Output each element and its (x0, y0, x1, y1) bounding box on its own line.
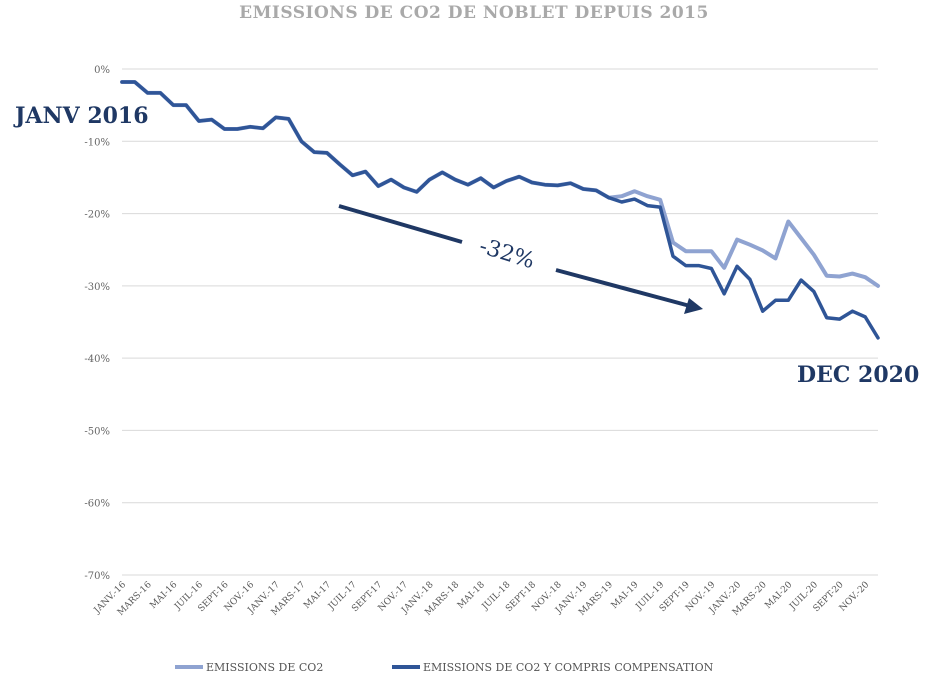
trend-arrow (338, 204, 703, 314)
y-tick-label: 0% (94, 65, 110, 76)
x-axis-ticks: JANV.-16MARS-16MAI-16JUIL-16SEPT-16NOV.-… (92, 580, 872, 618)
series-lines (120, 80, 880, 340)
y-tick-label: -50% (84, 426, 110, 437)
end-annotation: DEC 2020 (797, 362, 919, 388)
series-line-compensation (120, 80, 880, 340)
change-annotation: -32% (476, 234, 537, 274)
chart-title: EMISSIONS DE CO2 DE NOBLET DEPUIS 2015 (239, 3, 709, 23)
y-tick-label: -60% (84, 499, 110, 510)
grid (122, 68, 878, 576)
y-axis-ticks: 0% -10% -20% -30% -40% -50% -60% -70% (84, 65, 110, 582)
y-tick-label: -70% (84, 571, 110, 582)
start-annotation: JANV 2016 (13, 103, 149, 129)
legend: EMISSIONS DE CO2 EMISSIONS DE CO2 Y COMP… (175, 661, 714, 674)
y-tick-label: -40% (84, 354, 110, 365)
legend-label-emissions: EMISSIONS DE CO2 (206, 661, 323, 674)
y-tick-label: -20% (84, 210, 110, 221)
legend-label-compensation: EMISSIONS DE CO2 Y COMPRIS COMPENSATION (423, 661, 714, 674)
y-tick-label: -10% (84, 137, 110, 148)
y-tick-label: -30% (84, 282, 110, 293)
